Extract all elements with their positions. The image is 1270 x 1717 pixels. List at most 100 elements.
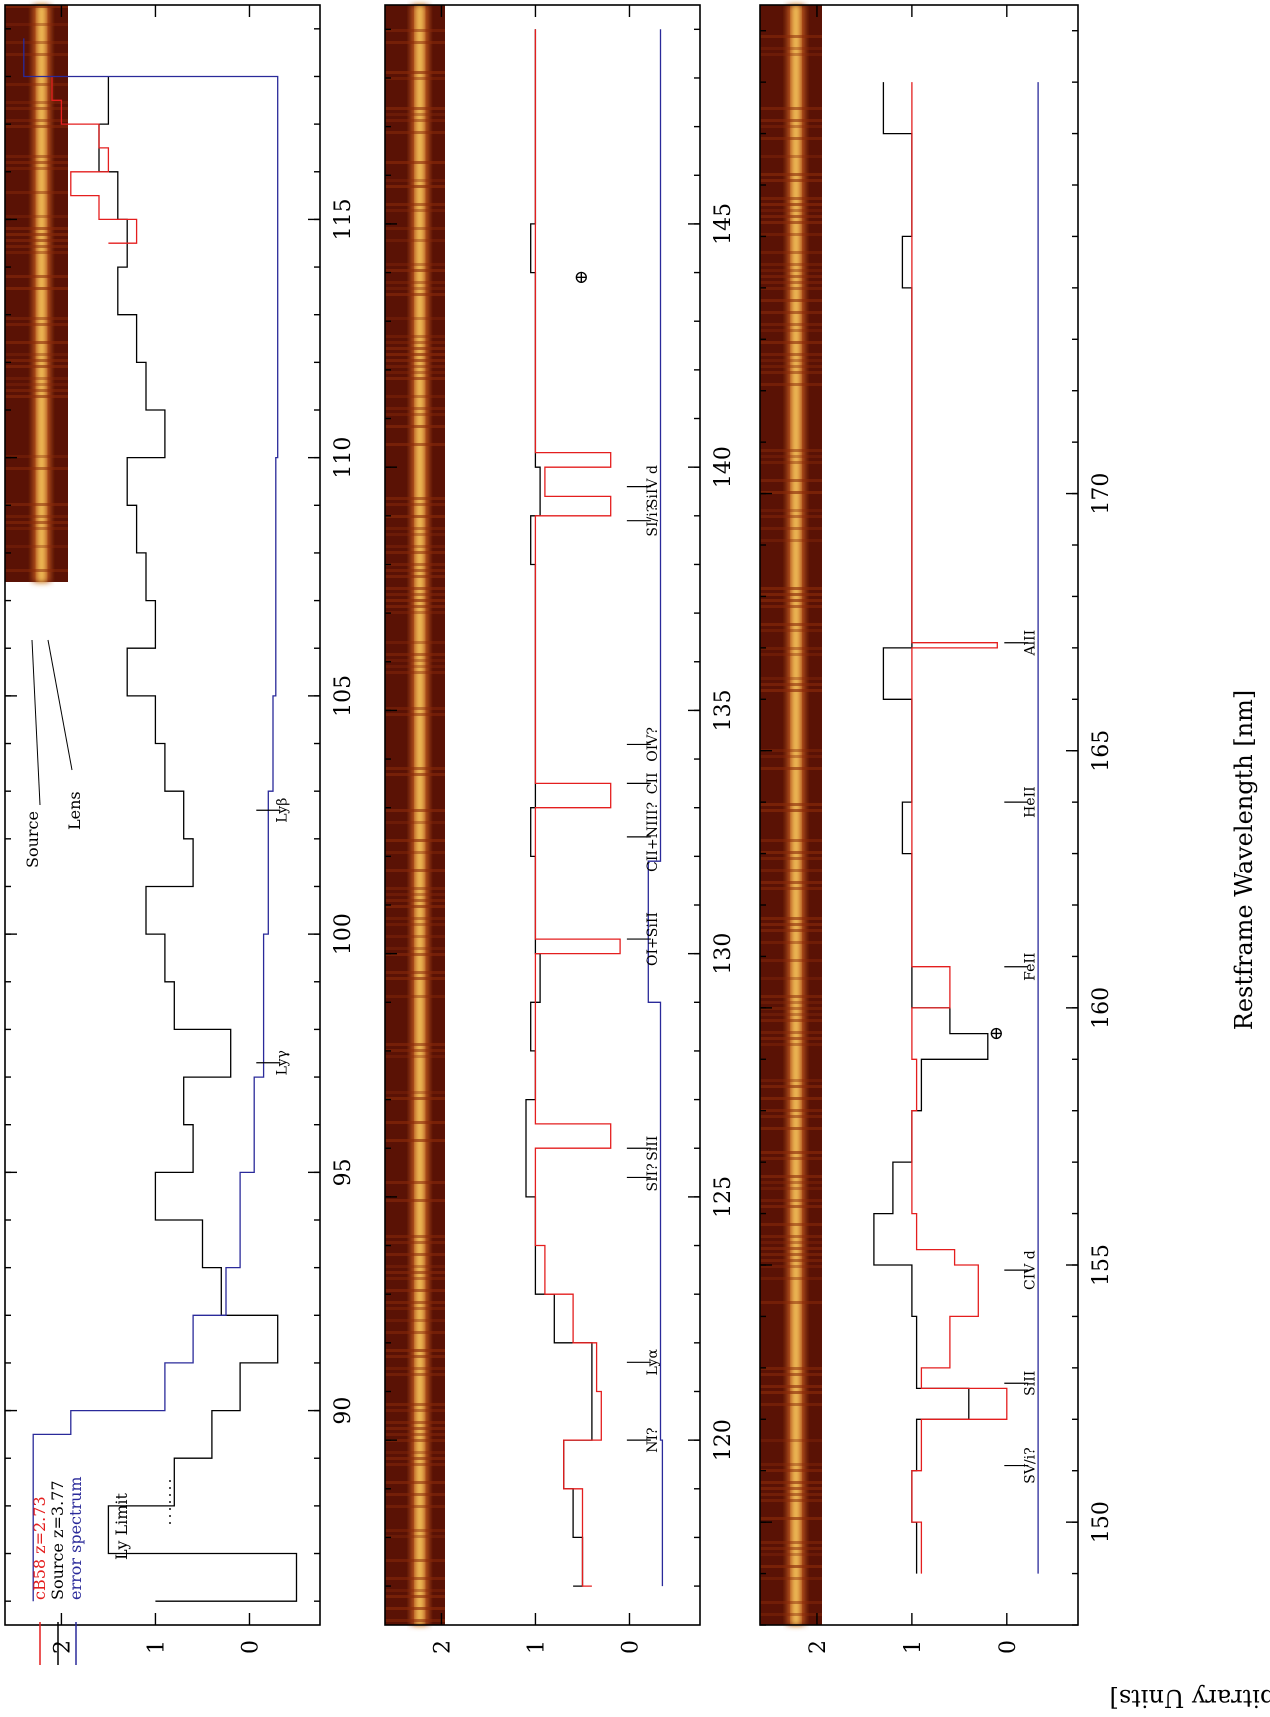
image-noise (760, 1499, 822, 1502)
image-noise (760, 539, 822, 542)
image-noise (760, 929, 822, 932)
image-noise (5, 455, 68, 458)
image-noise (760, 1013, 822, 1016)
image-noise (385, 239, 445, 242)
x-tick-label: 115 (331, 198, 356, 240)
image-noise (760, 509, 822, 512)
image-noise (760, 209, 822, 212)
x-tick-label: 150 (1089, 1501, 1114, 1543)
image-noise (5, 245, 68, 248)
image-noise (760, 593, 822, 596)
image-noise (385, 995, 445, 998)
image-noise (760, 203, 822, 206)
image-noise (385, 131, 445, 134)
image-noise (385, 1277, 445, 1280)
image-noise (385, 1373, 445, 1376)
image-noise (385, 821, 445, 824)
series-source-z-3-77 (98, 76, 298, 1602)
image-trace (37, 5, 46, 582)
image-noise (385, 515, 445, 518)
image-noise (385, 605, 445, 608)
image-noise (760, 1151, 822, 1154)
image-noise (385, 1619, 445, 1622)
image-noise (5, 353, 68, 356)
image-noise (385, 809, 445, 812)
image-noise (5, 545, 68, 548)
image-noise (385, 773, 445, 776)
series-cb58-z-2-73 (51, 76, 138, 244)
image-noise (385, 1463, 445, 1466)
image-noise (385, 1505, 445, 1508)
image-noise (385, 533, 445, 536)
image-noise (385, 527, 445, 530)
image-noise (385, 1409, 445, 1412)
image-noise (5, 53, 68, 56)
y-tick-label: 0 (618, 1640, 643, 1654)
line-label: SiII (645, 1136, 661, 1161)
image-noise (385, 1607, 445, 1610)
image-noise (760, 839, 822, 842)
x-tick-label: 120 (711, 1419, 736, 1461)
panel-2: 120 125 130 135 140 145 0 1 2 NI? Lyα SII? SiII OI+Si… (384, 4, 736, 1654)
image-noise (760, 1553, 822, 1556)
image-noise (760, 1037, 822, 1040)
legend-label-cb58: cB58 z=2.73 (30, 1496, 49, 1600)
x-tick-label: 140 (711, 446, 736, 488)
y-tick-label: 2 (806, 1640, 831, 1654)
legend-label-source: Source z=3.77 (48, 1480, 67, 1600)
line-label: SiII (1022, 1371, 1038, 1396)
image-noise (385, 569, 445, 572)
image-noise (760, 683, 822, 686)
image-noise (385, 347, 445, 350)
image-noise (760, 179, 822, 182)
image-noise (760, 455, 822, 458)
image-noise (760, 251, 822, 254)
panel-frame (384, 4, 701, 1626)
image-noise (385, 671, 445, 674)
image-noise (760, 809, 822, 812)
image-noise (385, 341, 445, 344)
image-noise (385, 1439, 445, 1442)
image-noise (385, 839, 445, 842)
image-noise (760, 1235, 822, 1238)
x-axis-label: Restframe Wavelength [nm] (1230, 690, 1258, 1031)
image-noise (760, 281, 822, 284)
image-noise (385, 209, 445, 212)
image-noise (385, 707, 445, 710)
image-noise (760, 677, 822, 680)
line-label: OIV? (645, 727, 661, 762)
image-noise (385, 317, 445, 320)
image-noise (760, 1469, 822, 1472)
panel-frame (4, 4, 321, 1626)
image-noise (385, 1427, 445, 1430)
image-noise (385, 1529, 445, 1532)
image-noise (385, 227, 445, 230)
image-noise (760, 623, 822, 626)
image-noise (760, 1259, 822, 1262)
series-source-z-3-77 (873, 82, 989, 1574)
image-noise (760, 1031, 822, 1034)
image-noise (385, 161, 445, 164)
image-noise (385, 1367, 445, 1370)
image-noise (760, 197, 822, 200)
image-noise (385, 371, 445, 374)
image-noise (385, 287, 445, 290)
image-noise (760, 1223, 822, 1226)
image-noise (5, 341, 68, 344)
image-noise (385, 665, 445, 668)
image-noise (385, 977, 445, 980)
x-tick-label: 100 (331, 913, 356, 955)
line-label: NI? (645, 1427, 661, 1452)
image-noise (760, 869, 822, 872)
image-noise (5, 161, 68, 164)
image-noise (385, 899, 445, 902)
image-noise (385, 935, 445, 938)
image-noise (385, 413, 445, 416)
source-label: Source (23, 811, 42, 868)
image-noise (385, 1121, 445, 1124)
image-noise (5, 227, 68, 230)
image-noise (385, 953, 445, 956)
y-tick-label: 0 (238, 1640, 263, 1654)
image-noise (760, 1253, 822, 1256)
image-noise (385, 1091, 445, 1094)
